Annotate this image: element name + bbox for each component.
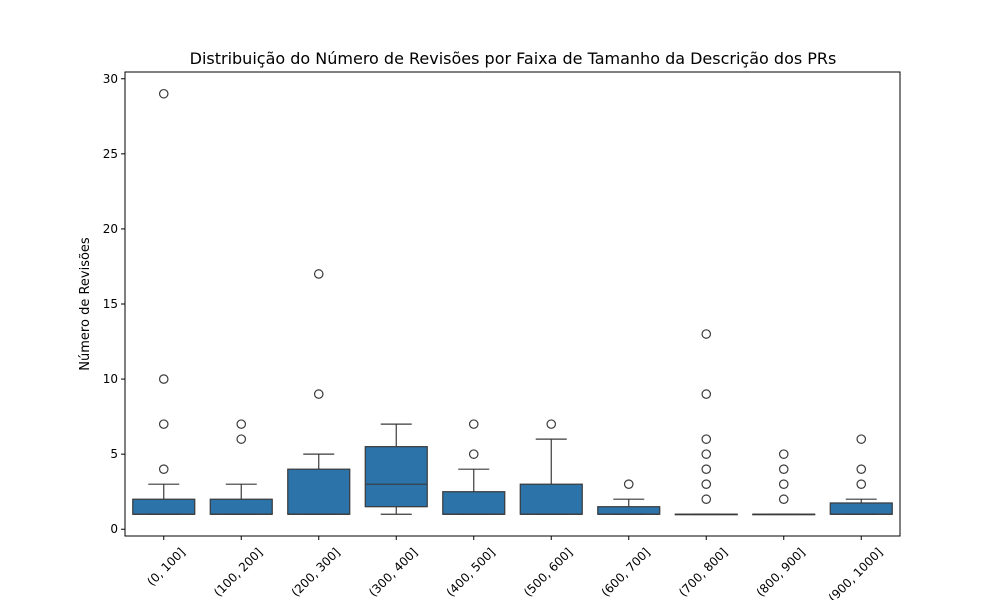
box	[597, 506, 661, 515]
outlier-point	[701, 494, 712, 505]
y-tick-label: 10	[103, 372, 118, 386]
plot-area	[124, 71, 901, 537]
y-tick-label: 30	[103, 72, 118, 86]
x-tick-label: (600, 700]	[599, 545, 653, 599]
box	[519, 483, 583, 515]
x-tick-label: (100, 200]	[211, 545, 265, 599]
box-group	[364, 423, 428, 515]
box-group	[442, 419, 506, 515]
y-tick-label: 5	[110, 447, 118, 461]
outlier-point	[701, 329, 712, 339]
x-tick-label: (500, 600]	[521, 545, 575, 599]
outlier-point	[856, 464, 867, 474]
outlier-point	[856, 434, 867, 444]
box	[132, 498, 196, 515]
x-tick-label: (700, 800]	[676, 545, 730, 599]
y-tick-label: 25	[103, 147, 118, 161]
y-tick-label: 15	[103, 297, 118, 311]
box	[829, 502, 893, 515]
outlier-point	[313, 269, 324, 279]
x-tick-label: (200, 300]	[289, 545, 343, 599]
outlier-point	[701, 389, 712, 399]
outlier-point	[546, 419, 557, 429]
x-axis: (0, 100] (100, 200] (200, 300] (300, 400] (4…	[144, 536, 885, 600]
outlier-point	[778, 479, 789, 489]
outlier-point	[313, 389, 324, 399]
x-tick-label: (900, 1000]	[826, 545, 886, 600]
box-group	[287, 269, 351, 515]
outlier-point	[778, 464, 789, 474]
outlier-point	[778, 494, 789, 505]
outlier-point	[701, 449, 712, 459]
box-group	[132, 88, 196, 515]
box	[209, 498, 273, 515]
box-group	[209, 419, 273, 515]
outlier-point	[701, 479, 712, 489]
outlier-point	[623, 479, 634, 489]
box-plots	[132, 88, 893, 516]
outlier-point	[778, 449, 789, 459]
outlier-point	[236, 419, 247, 429]
box-group	[597, 479, 661, 515]
outlier-point	[158, 88, 169, 99]
x-tick-label: (400, 500]	[444, 545, 498, 599]
outlier-point	[236, 434, 247, 444]
x-tick-label: (300, 400]	[366, 545, 420, 599]
box	[287, 468, 351, 515]
outlier-point	[468, 419, 479, 429]
outlier-point	[701, 434, 712, 444]
outlier-point	[468, 449, 479, 459]
outlier-point	[856, 479, 867, 489]
x-tick-label: (0, 100]	[144, 545, 188, 589]
y-tick-label: 0	[110, 522, 118, 536]
box	[364, 446, 428, 508]
outlier-point	[158, 374, 169, 384]
chart-title: Distribuição do Número de Revisões por F…	[190, 49, 837, 68]
outlier-point	[158, 419, 169, 429]
outlier-point	[158, 464, 169, 474]
box	[442, 491, 506, 515]
y-axis: 0 5 10 15 20 25 30	[103, 72, 125, 536]
outlier-point	[701, 464, 712, 474]
box-group	[674, 329, 738, 516]
y-tick-label: 20	[103, 222, 118, 236]
box-group	[519, 419, 583, 515]
y-axis-label: Número de Revisões	[78, 237, 93, 371]
box-group	[752, 449, 816, 516]
x-tick-label: (800, 900]	[754, 545, 808, 599]
box-group	[829, 434, 893, 515]
